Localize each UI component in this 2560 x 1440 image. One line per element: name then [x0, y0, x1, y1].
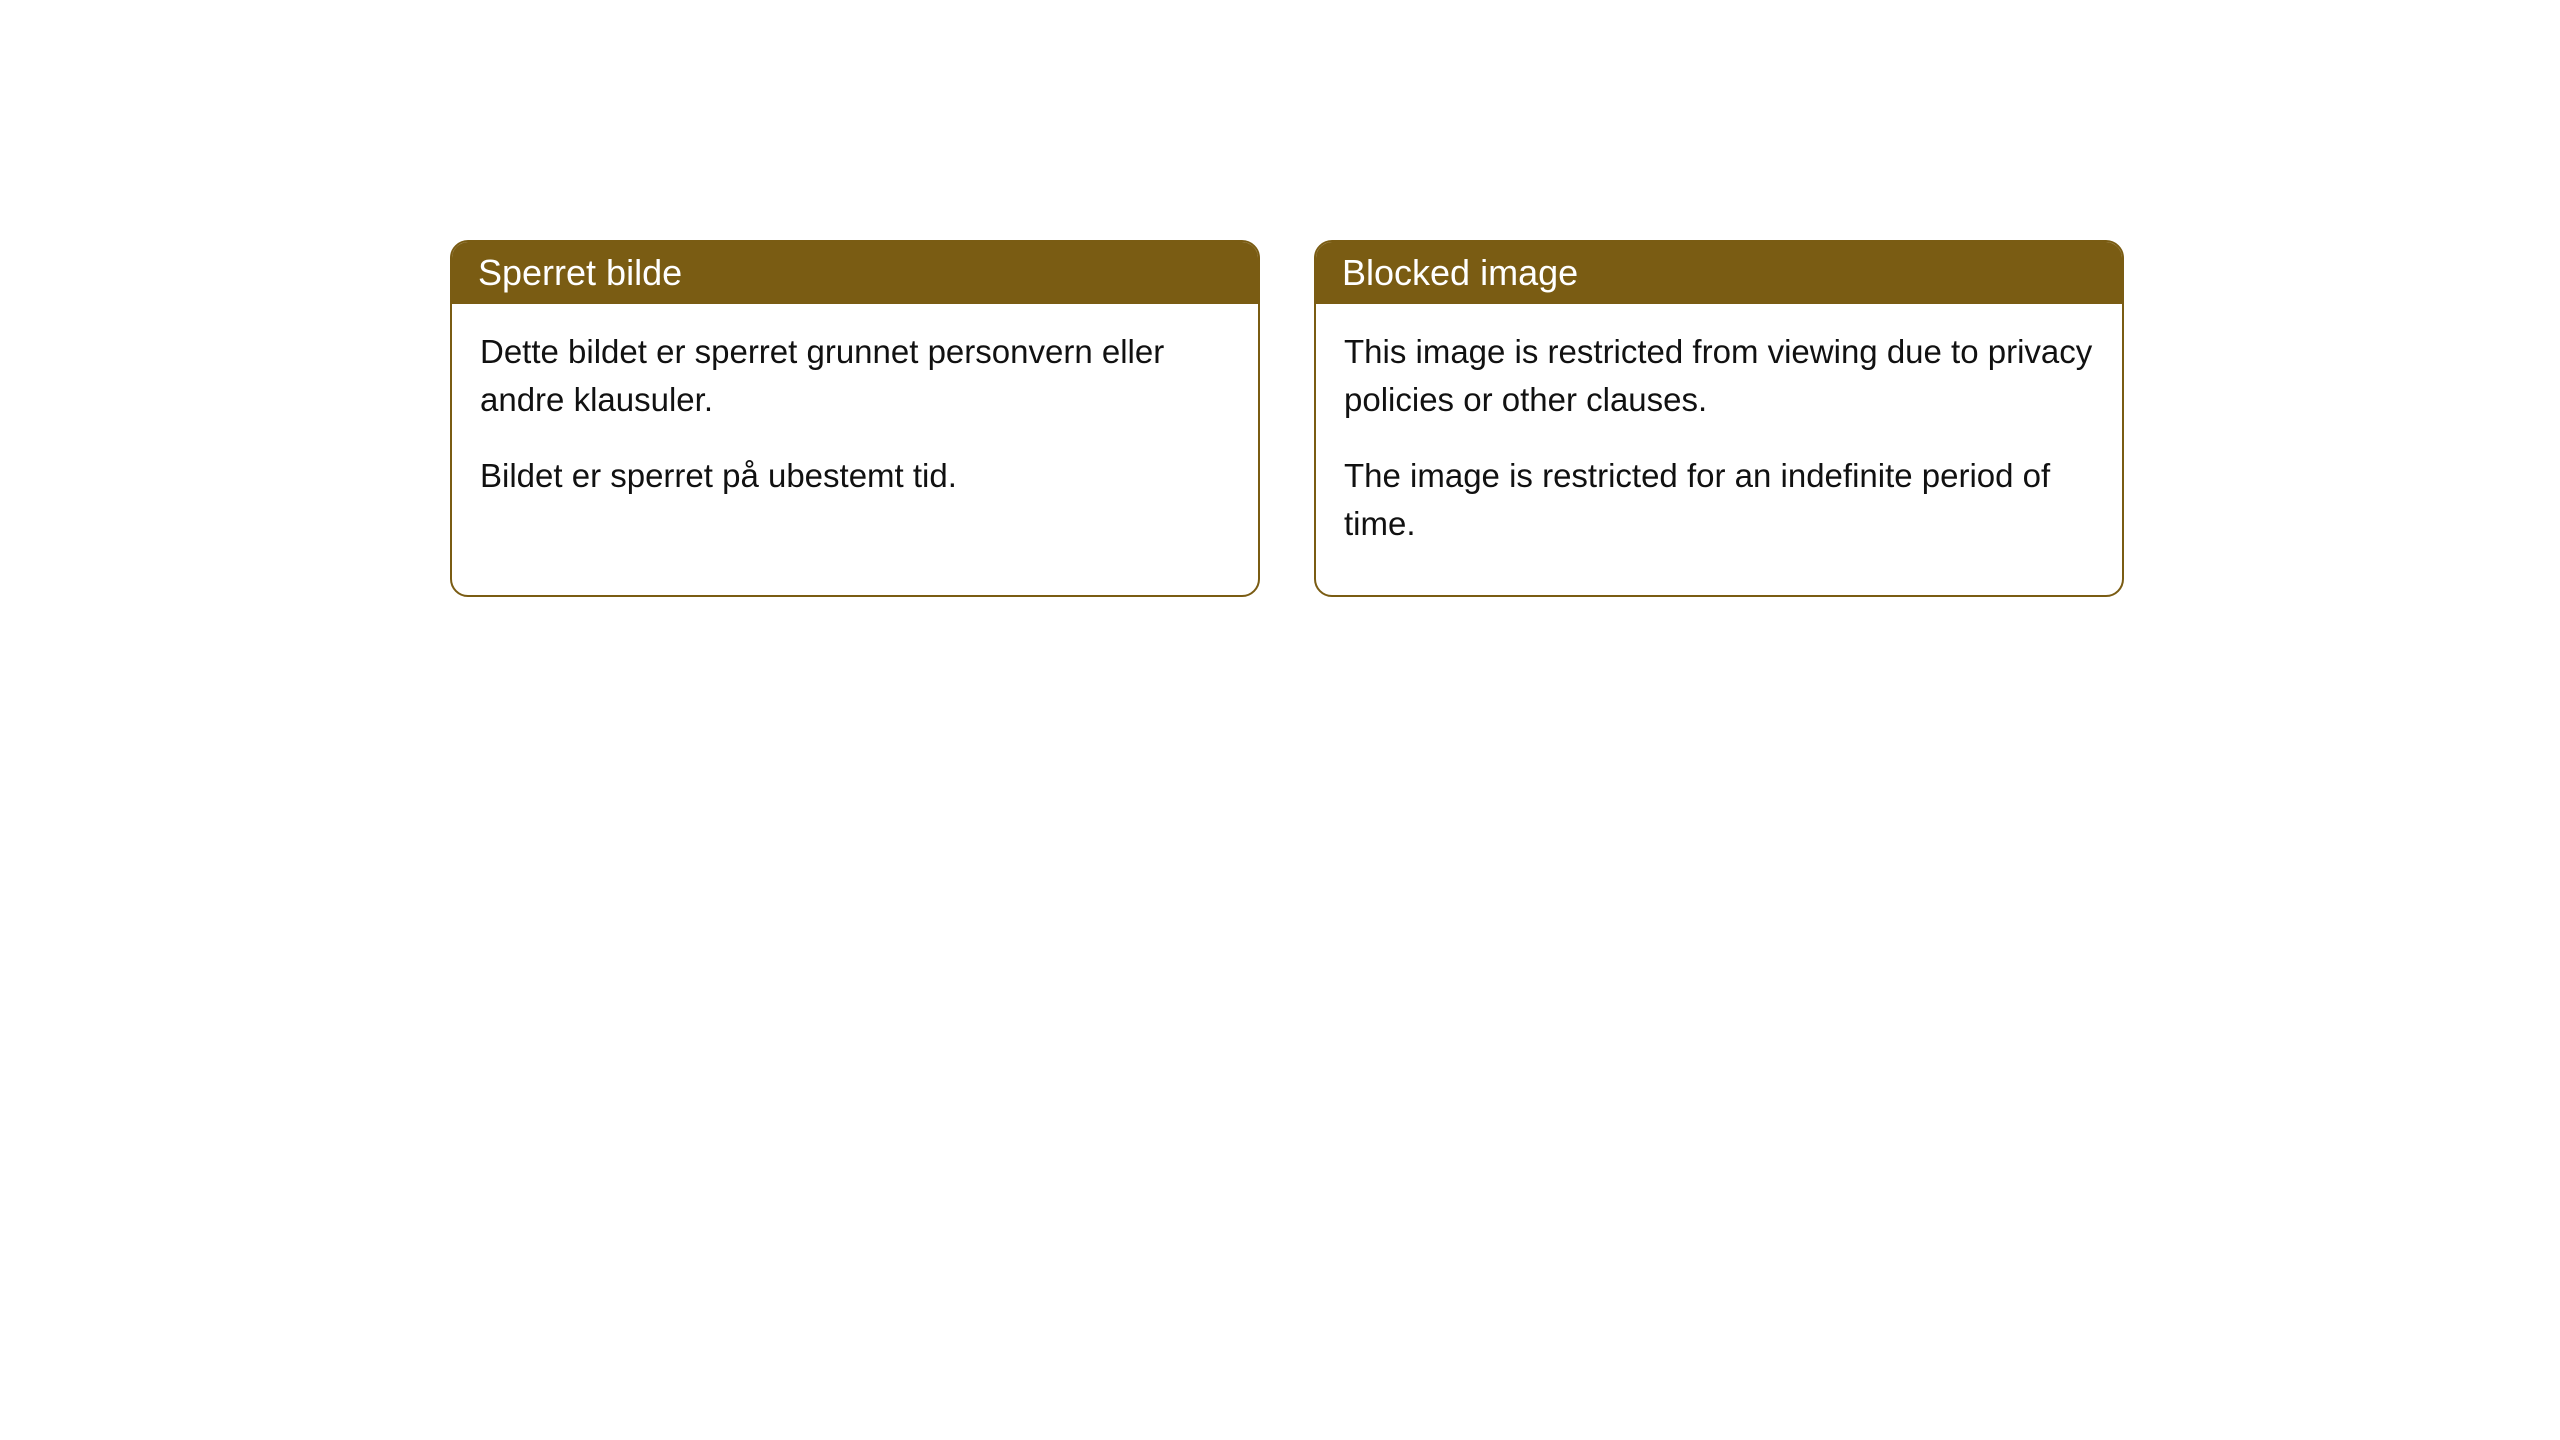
notice-text-duration-en: The image is restricted for an indefinit…	[1344, 452, 2094, 548]
notice-card-norwegian: Sperret bilde Dette bildet er sperret gr…	[450, 240, 1260, 597]
notice-card-english: Blocked image This image is restricted f…	[1314, 240, 2124, 597]
notice-header-norwegian: Sperret bilde	[452, 242, 1258, 304]
notice-text-duration-no: Bildet er sperret på ubestemt tid.	[480, 452, 1230, 500]
notice-text-privacy-en: This image is restricted from viewing du…	[1344, 328, 2094, 424]
notice-text-privacy-no: Dette bildet er sperret grunnet personve…	[480, 328, 1230, 424]
notice-body-norwegian: Dette bildet er sperret grunnet personve…	[452, 304, 1258, 548]
notice-container: Sperret bilde Dette bildet er sperret gr…	[450, 240, 2124, 597]
notice-header-english: Blocked image	[1316, 242, 2122, 304]
notice-body-english: This image is restricted from viewing du…	[1316, 304, 2122, 595]
